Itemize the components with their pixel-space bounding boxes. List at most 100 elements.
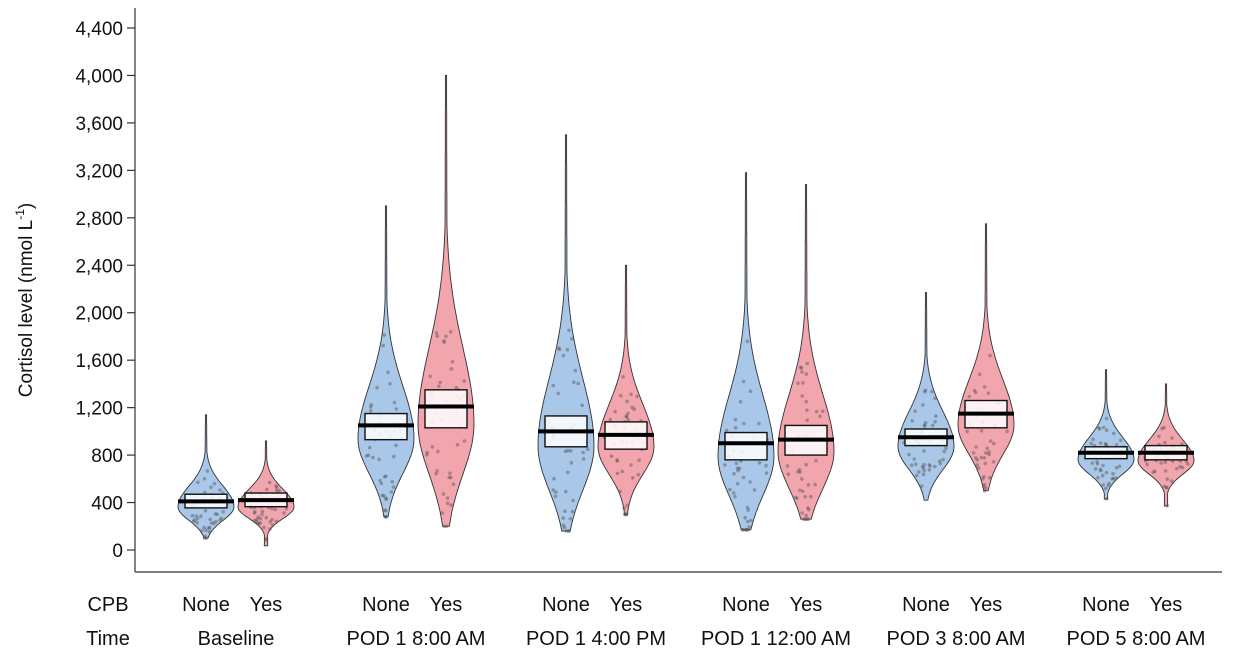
data-point [195,520,199,525]
data-point [749,518,753,523]
data-point [1162,484,1167,489]
data-point [430,445,435,449]
data-point [747,525,751,529]
data-point [212,481,217,486]
data-point [564,529,568,533]
data-point [796,470,800,474]
data-point [436,449,440,454]
violin-shape [357,205,415,518]
data-point [982,474,986,479]
data-point [438,380,443,385]
data-point [805,517,809,521]
y-tick-labels: 0 400 800 1,200 1,600 2,000 2,400 2,800 3,200 3,6… [75,19,123,562]
data-point [745,519,750,524]
data-point [757,421,761,426]
data-point [255,517,259,522]
violins [177,75,1195,547]
data-point [987,452,991,457]
data-point [570,337,574,341]
data-point [204,528,208,532]
data-point [203,508,208,513]
data-point [922,424,927,428]
data-point [384,508,388,513]
data-point [1153,469,1157,474]
data-point [938,461,943,466]
data-point [613,409,617,414]
data-point [934,414,938,418]
data-point [630,405,634,410]
data-point [972,388,977,393]
data-point [203,490,207,495]
data-point [268,527,272,531]
data-point [748,480,752,484]
data-point [382,475,387,479]
data-point [1096,476,1100,480]
data-point [1180,465,1185,470]
data-point [764,463,768,468]
data-point [381,343,386,348]
violin-none-5 [1077,369,1135,501]
data-point [199,514,203,518]
data-point [1101,425,1106,430]
data-point [742,421,746,426]
data-point [804,399,808,404]
data-point [626,418,630,422]
data-point [572,380,576,385]
data-point [764,471,769,475]
data-point [615,458,619,462]
x-labels: None Yes Baseline None Yes POD 1 8:00 AM None Y… [182,594,1205,650]
data-point [806,506,810,510]
data-point [804,462,808,467]
data-point [797,467,802,472]
data-point [205,469,210,473]
data-point [975,458,980,462]
data-point [260,509,265,514]
data-point [1107,481,1111,486]
data-point [737,466,742,471]
data-point [624,512,628,517]
data-point [267,480,272,485]
data-point [1099,468,1103,473]
data-point [920,464,925,469]
data-point [921,466,926,470]
data-point [724,428,729,433]
y-tick-label: 1,200 [75,399,123,420]
data-point [800,477,804,481]
data-point [377,457,381,462]
data-point [622,506,626,510]
data-point [206,526,211,530]
data-point [805,408,809,413]
data-point [565,347,570,352]
data-point [277,488,281,493]
data-point [806,507,811,512]
data-point [273,507,277,512]
violin-shape [537,134,595,532]
violin-shape [777,184,835,520]
data-point [743,515,747,520]
data-point [912,457,917,461]
data-point [930,423,935,428]
data-point [274,519,279,524]
cpb-label: Yes [250,594,283,616]
data-point [623,512,628,517]
data-point [434,331,439,335]
data-point [1104,428,1109,433]
data-point [218,518,222,522]
data-point [1089,441,1093,446]
data-point [981,484,986,489]
violin-shape [597,264,655,515]
data-point [637,458,641,463]
data-point [615,471,620,476]
violin-yes-5 [1137,383,1195,508]
data-point [581,450,585,455]
data-point [567,328,571,333]
data-point [1118,438,1123,443]
data-point [728,487,732,492]
data-point [1160,426,1164,431]
data-point [462,379,467,383]
cpb-label: Yes [610,594,643,616]
data-point [973,456,978,460]
data-point [454,385,459,390]
data-point [561,353,566,358]
data-point [805,361,809,366]
